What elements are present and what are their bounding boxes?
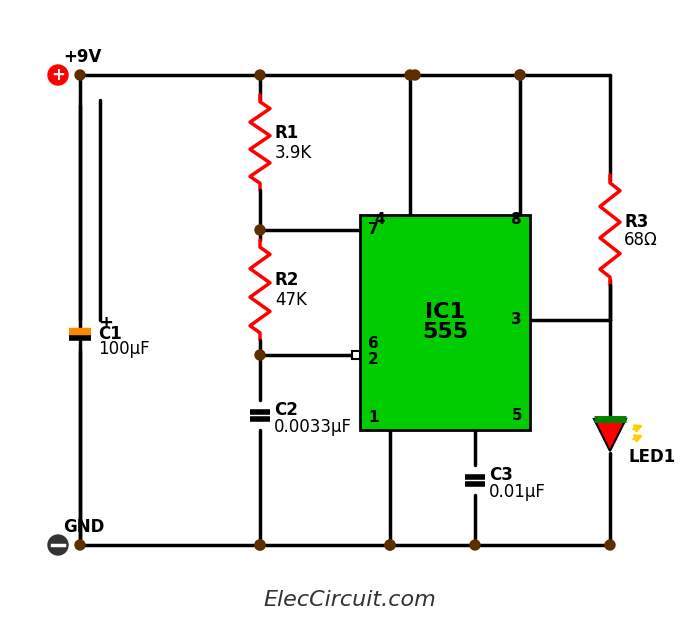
- Circle shape: [255, 70, 265, 80]
- Circle shape: [255, 225, 265, 235]
- Text: ElecCircuit.com: ElecCircuit.com: [264, 590, 436, 610]
- Circle shape: [515, 70, 525, 80]
- Text: 0.01μF: 0.01μF: [489, 483, 546, 501]
- Text: 47K: 47K: [275, 291, 307, 309]
- Text: 7: 7: [368, 223, 379, 238]
- Circle shape: [405, 70, 415, 80]
- Text: 5: 5: [512, 408, 522, 422]
- Circle shape: [48, 535, 68, 555]
- Text: IC1: IC1: [425, 302, 465, 323]
- Circle shape: [255, 540, 265, 550]
- Polygon shape: [594, 419, 626, 451]
- Text: +: +: [51, 66, 65, 84]
- Bar: [360, 215, 530, 430]
- Text: 4: 4: [374, 212, 385, 227]
- Text: LED1: LED1: [628, 448, 676, 466]
- Text: R3: R3: [624, 213, 648, 231]
- Text: 1: 1: [368, 410, 379, 425]
- Circle shape: [48, 65, 68, 85]
- Text: +9V: +9V: [63, 48, 102, 66]
- Text: C3: C3: [489, 466, 513, 484]
- Text: 68Ω: 68Ω: [624, 231, 658, 249]
- Text: 3: 3: [512, 313, 522, 328]
- Circle shape: [75, 70, 85, 80]
- Text: GND: GND: [63, 518, 104, 536]
- Text: C1: C1: [98, 325, 122, 343]
- Circle shape: [385, 540, 395, 550]
- Circle shape: [410, 70, 420, 80]
- Circle shape: [385, 540, 395, 550]
- Circle shape: [75, 540, 85, 550]
- Text: R1: R1: [275, 124, 300, 141]
- Circle shape: [255, 540, 265, 550]
- Bar: [352, 351, 360, 359]
- Text: 0.0033μF: 0.0033μF: [274, 418, 352, 436]
- Text: 3.9K: 3.9K: [275, 143, 312, 162]
- Text: 555: 555: [422, 323, 468, 342]
- Text: 100μF: 100μF: [98, 340, 150, 358]
- Text: C2: C2: [274, 401, 298, 419]
- Text: +: +: [98, 314, 113, 332]
- Text: 2: 2: [368, 353, 379, 368]
- Circle shape: [255, 350, 265, 360]
- Circle shape: [605, 540, 615, 550]
- Circle shape: [470, 540, 480, 550]
- Circle shape: [515, 70, 525, 80]
- Text: 8: 8: [510, 212, 520, 227]
- Text: 6: 6: [368, 335, 379, 351]
- Text: R2: R2: [275, 271, 300, 289]
